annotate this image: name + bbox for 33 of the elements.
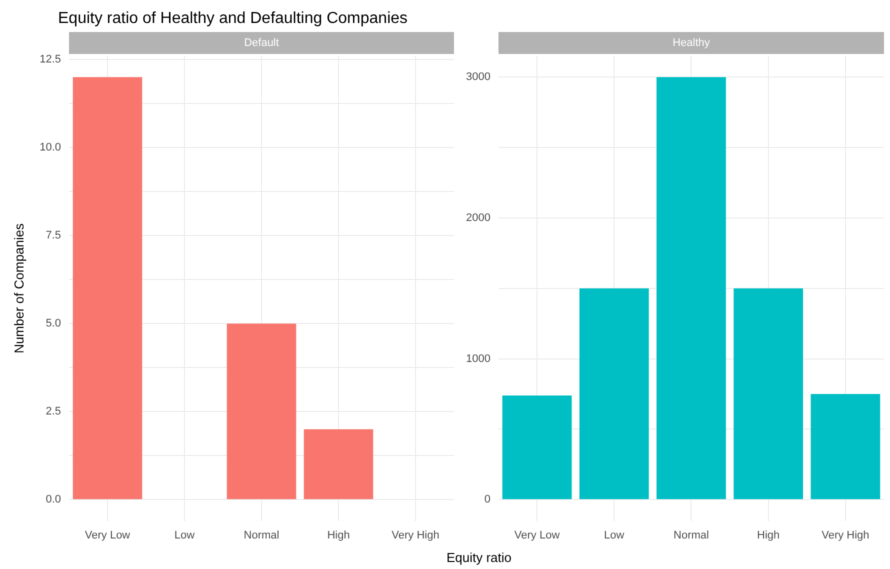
y-tick-label: 2.5 xyxy=(46,406,62,418)
chart-title: Equity ratio of Healthy and Defaulting Companies xyxy=(57,9,409,29)
y-tick-label: 10.0 xyxy=(40,142,62,154)
x-tick-label: Normal xyxy=(244,529,280,542)
y-axis-title: Number of Companies xyxy=(11,222,26,354)
x-tick-label: Normal xyxy=(674,529,709,542)
x-tick-label: Very High xyxy=(822,529,870,542)
bar xyxy=(810,394,880,500)
x-tick-label: Very Low xyxy=(514,529,560,542)
x-tick-label: Very High xyxy=(392,529,440,542)
bar xyxy=(72,77,142,500)
x-tick-label: Very Low xyxy=(84,529,130,542)
chart-subtitle: Default xyxy=(244,37,279,50)
x-axis-title: Equity ratio xyxy=(445,550,513,565)
bar xyxy=(656,77,726,500)
bar xyxy=(226,324,296,500)
y-tick-label: 2000 xyxy=(466,212,490,224)
y-tick-label: 7.5 xyxy=(46,230,62,242)
x-tick-label: Low xyxy=(174,529,195,542)
y-tick-label: 3000 xyxy=(466,71,490,84)
chart-subtitle: Healthy xyxy=(672,37,710,50)
bar xyxy=(502,395,572,500)
y-tick-label: 12.5 xyxy=(40,54,62,66)
y-tick-label: 0.0 xyxy=(46,494,62,506)
y-tick-label: 1000 xyxy=(466,352,490,365)
bar xyxy=(579,288,649,500)
x-tick-label: High xyxy=(327,529,350,542)
x-tick-label: High xyxy=(757,529,780,542)
bar xyxy=(304,429,374,500)
y-tick-label: 0 xyxy=(484,494,490,506)
y-tick-label: 5.0 xyxy=(46,318,62,330)
x-tick-label: Low xyxy=(604,529,624,542)
bar xyxy=(734,288,804,500)
